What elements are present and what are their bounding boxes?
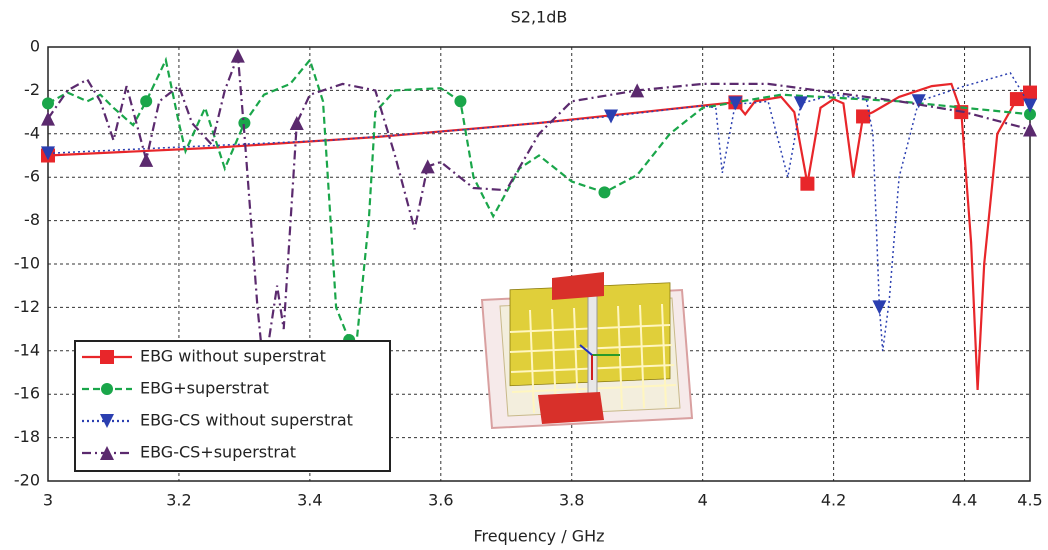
marker [800,177,814,191]
y-tick-label: -6 [24,167,40,186]
y-tick-label: -18 [14,427,40,446]
antenna-inset [482,272,692,428]
marker [1010,92,1024,106]
y-tick-label: -2 [24,80,40,99]
y-tick-label: -20 [14,471,40,490]
chart-title: S2,1dB [511,8,568,27]
y-tick-label: -16 [14,384,40,403]
legend-label: EBG-CS+superstrat [140,443,296,462]
marker [598,186,610,198]
legend-label: EBG-CS without superstrat [140,411,353,430]
y-tick-label: -8 [24,210,40,229]
x-tick-label: 3.6 [428,491,453,510]
x-tick-label: 3.4 [297,491,322,510]
y-tick-label: -4 [24,123,40,142]
legend-label: EBG+superstrat [140,379,269,398]
marker [101,383,113,395]
x-tick-label: 4 [698,491,708,510]
y-tick-label: -12 [14,297,40,316]
legend: EBG without superstrat EBG+superstrat EBG-… [75,341,390,471]
marker [454,95,466,107]
x-tick-label: 4.2 [821,491,846,510]
y-tick-label: 0 [30,37,40,56]
y-tick-label: -10 [14,254,40,273]
x-tick-label: 4.5 [1017,491,1042,510]
x-tick-label: 4.4 [952,491,977,510]
x-tick-label: 3 [43,491,53,510]
x-tick-label: 3.8 [559,491,584,510]
marker [42,97,54,109]
page: S2,1dB Frequency / GHz 0 -2 -4 -6 -8 -10 -12 -1… [0,0,1048,550]
marker [100,350,114,364]
marker [1023,86,1037,100]
legend-label: EBG without superstrat [140,347,326,366]
chart: S2,1dB Frequency / GHz 0 -2 -4 -6 -8 -10 -12 -1… [0,0,1048,550]
x-tick-label: 3.2 [166,491,191,510]
y-tick-label: -14 [14,340,40,359]
marker [140,95,152,107]
x-axis-label: Frequency / GHz [473,527,604,546]
